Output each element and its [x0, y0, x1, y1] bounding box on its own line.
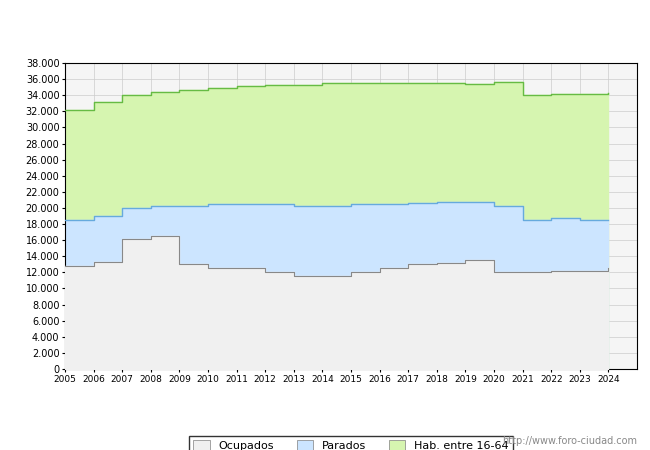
- Text: http://www.foro-ciudad.com: http://www.foro-ciudad.com: [502, 436, 637, 446]
- Text: Utrera - Evolucion de la poblacion en edad de Trabajar Septiembre de 2024: Utrera - Evolucion de la poblacion en ed…: [88, 21, 562, 33]
- Legend: Ocupados, Parados, Hab. entre 16-64: Ocupados, Parados, Hab. entre 16-64: [188, 436, 514, 450]
